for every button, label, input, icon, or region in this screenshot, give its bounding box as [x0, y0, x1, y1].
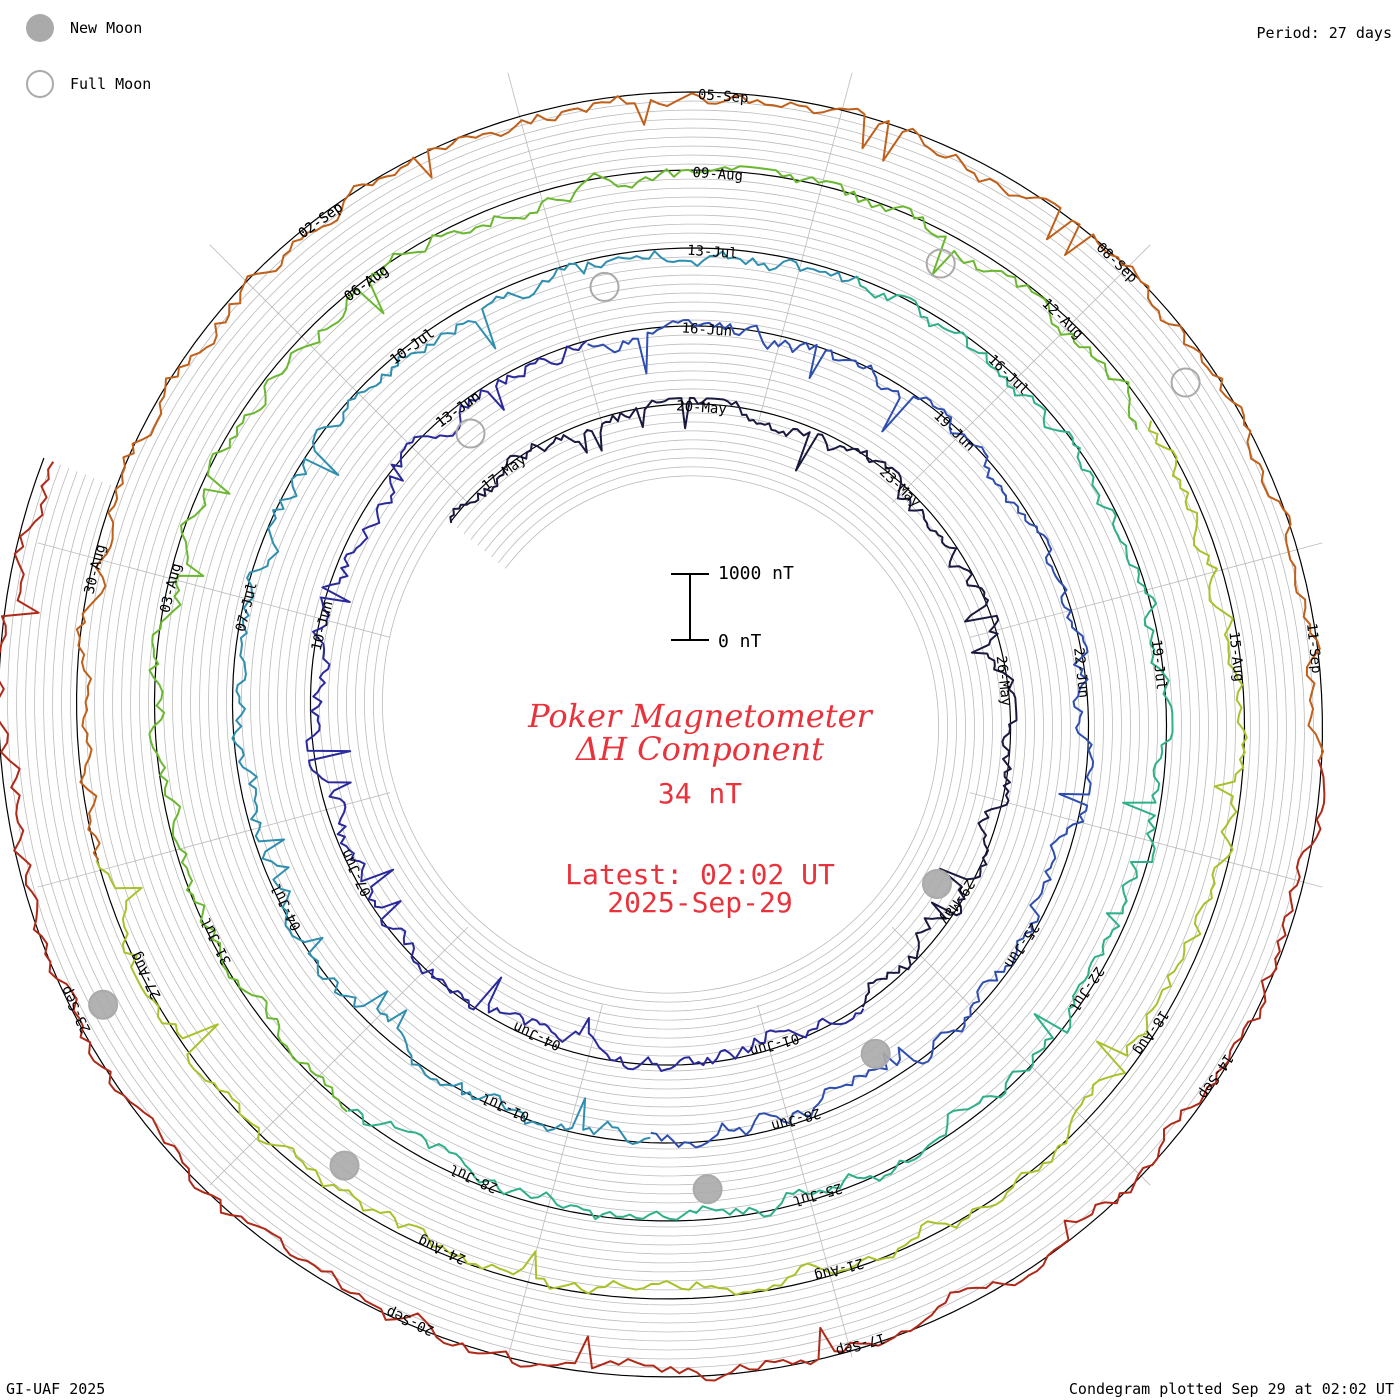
- date-tick-label: 31-Jul: [198, 915, 235, 967]
- date-tick-label: 17-Sep: [834, 1329, 887, 1358]
- grid-spoke: [209, 244, 469, 504]
- grid-spoke: [969, 792, 1323, 888]
- new-moon-marker: [88, 989, 119, 1020]
- date-tick-label: 27-Aug: [128, 949, 165, 1001]
- credit-label: GI-UAF 2025: [6, 1380, 106, 1398]
- grid-spoke: [891, 244, 1151, 504]
- date-tick-label: 26-May: [993, 655, 1014, 707]
- date-tick-label: 20-Sep: [384, 1303, 437, 1338]
- grid-spoke: [209, 926, 469, 1186]
- grid-spoke: [507, 1004, 603, 1358]
- data-trace-segment: [449, 396, 1018, 1008]
- latest-time: Latest: 02:02 UT: [565, 858, 835, 891]
- scale-bar: [671, 573, 709, 641]
- date-tick-label: 02-Sep: [296, 199, 346, 242]
- date-tick-label: 16-Jun: [681, 320, 733, 339]
- grid-spiral: [70, 163, 1251, 1306]
- date-tick-label: 13-Jul: [687, 243, 739, 262]
- chart-subtitle: ΔH Component: [575, 730, 825, 768]
- full-moon-marker: [925, 248, 956, 279]
- new-moon-marker: [329, 1150, 360, 1181]
- new-moon-marker: [922, 869, 952, 899]
- radial-grid: [7, 72, 1323, 1369]
- date-tick-label: 10-Jun: [309, 599, 337, 652]
- data-trace-segment: [305, 339, 865, 1072]
- date-tick-label: 10-Jul: [387, 326, 437, 369]
- full-moon-marker: [1170, 367, 1201, 398]
- grid-spiral: [34, 127, 1287, 1342]
- plot-timestamp: Condegram plotted Sep 29 at 02:02 UT: [1068, 1380, 1394, 1398]
- grid-spiral: [43, 136, 1278, 1333]
- chart-title: Poker Magnetometer: [528, 697, 872, 735]
- new-moon-marker: [860, 1038, 891, 1069]
- data-trace-segment: [347, 275, 1174, 1221]
- grid-spiral: [61, 154, 1260, 1315]
- new-moon-marker: [692, 1174, 723, 1205]
- grid-spoke: [757, 72, 853, 426]
- data-trace-segment: [587, 319, 1095, 1149]
- legend-full-moon: Full Moon: [26, 70, 151, 98]
- data-trace-segment: [0, 461, 1326, 1382]
- grid-spoke: [37, 542, 391, 638]
- date-tick-label: 20-May: [676, 398, 728, 417]
- date-tick-label: 17-May: [479, 452, 529, 495]
- scale-bottom-label: 0 nT: [718, 631, 762, 652]
- date-tick-label: 11-Sep: [1303, 622, 1324, 674]
- current-value: 34 nT: [657, 777, 743, 810]
- date-tick-label: 09-Aug: [692, 165, 744, 184]
- legend-new-moon: New Moon: [26, 14, 142, 42]
- full-moon-marker: [589, 271, 620, 302]
- data-traces: [0, 92, 1326, 1382]
- date-tick-label: 14-Sep: [1195, 1051, 1237, 1102]
- date-tick-label: 15-Aug: [1225, 631, 1246, 683]
- legend-new-moon-label: New Moon: [70, 19, 143, 37]
- legend-full-moon-label: Full Moon: [70, 75, 152, 93]
- latest-date: 2025-Sep-29: [607, 886, 793, 919]
- date-tick-label: 07-Jul: [233, 581, 261, 634]
- date-tick-label: 05-Sep: [697, 87, 749, 106]
- data-trace-segment: [95, 420, 1248, 1296]
- period-label: Period: 27 days: [1256, 24, 1392, 42]
- baseline-spiral: [0, 91, 1324, 1378]
- date-tick-label: 03-Aug: [157, 562, 185, 615]
- baseline-path: [0, 91, 1324, 1378]
- grid-spoke: [37, 792, 391, 888]
- moon-markers: [88, 248, 1201, 1205]
- grid-spiral: [52, 145, 1269, 1324]
- grid-spoke: [891, 926, 1151, 1186]
- data-trace-segment: [75, 92, 1325, 861]
- date-tick-label: 04-Jun: [511, 1018, 564, 1053]
- new-moon-icon: [26, 14, 54, 42]
- data-trace-segment: [231, 250, 858, 1145]
- grid-spoke: [757, 1004, 853, 1358]
- grid-spiral: [25, 118, 1296, 1351]
- full-moon-icon: [26, 70, 54, 98]
- grid-spoke: [507, 72, 603, 426]
- date-tick-label: 22-Jun: [1070, 647, 1091, 699]
- full-moon-marker: [455, 418, 486, 449]
- scale-top-label: 1000 nT: [718, 563, 794, 584]
- date-tick-label: 19-Jul: [1148, 639, 1169, 691]
- data-trace-segment: [148, 165, 1138, 1113]
- grid-spiral: [16, 109, 1305, 1360]
